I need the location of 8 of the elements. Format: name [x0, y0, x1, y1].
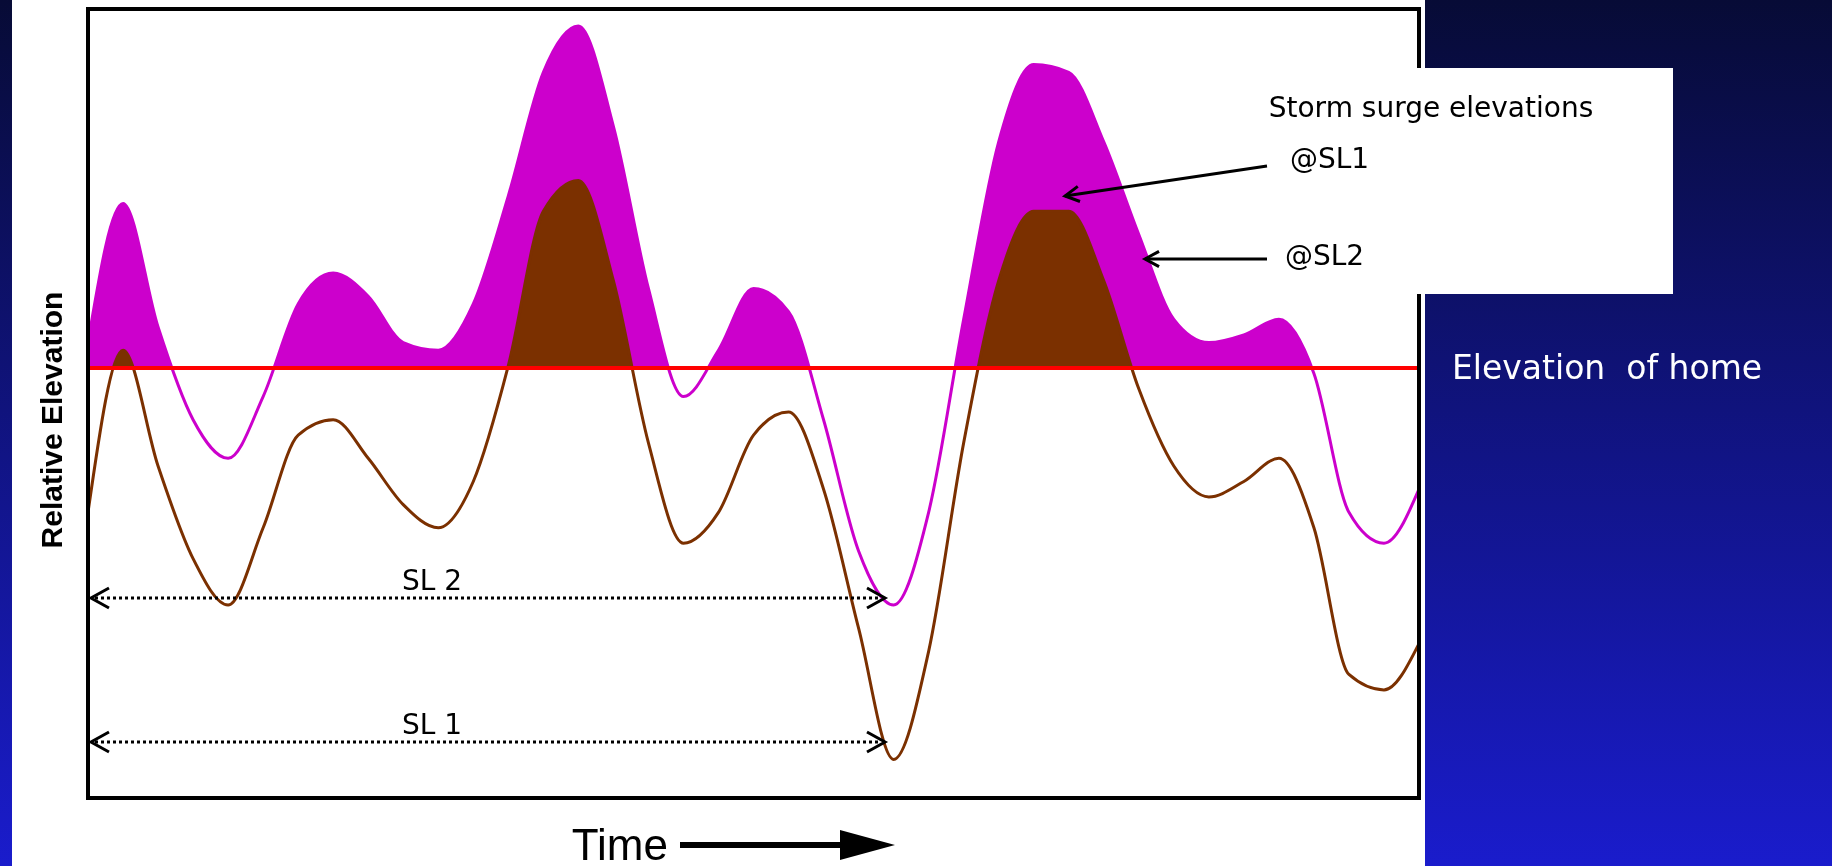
y-axis-title: Relative Elevation — [35, 291, 68, 549]
annotation: @SL2 — [1285, 239, 1365, 272]
annotation: SL 1 — [401, 708, 463, 741]
x-axis-title: Time — [571, 820, 668, 866]
ref-line-label: Elevation of home — [1452, 348, 1763, 387]
annotation: SL 2 — [401, 564, 463, 597]
annotation: @SL1 — [1290, 142, 1370, 175]
annotation: Storm surge elevations — [1268, 91, 1594, 124]
